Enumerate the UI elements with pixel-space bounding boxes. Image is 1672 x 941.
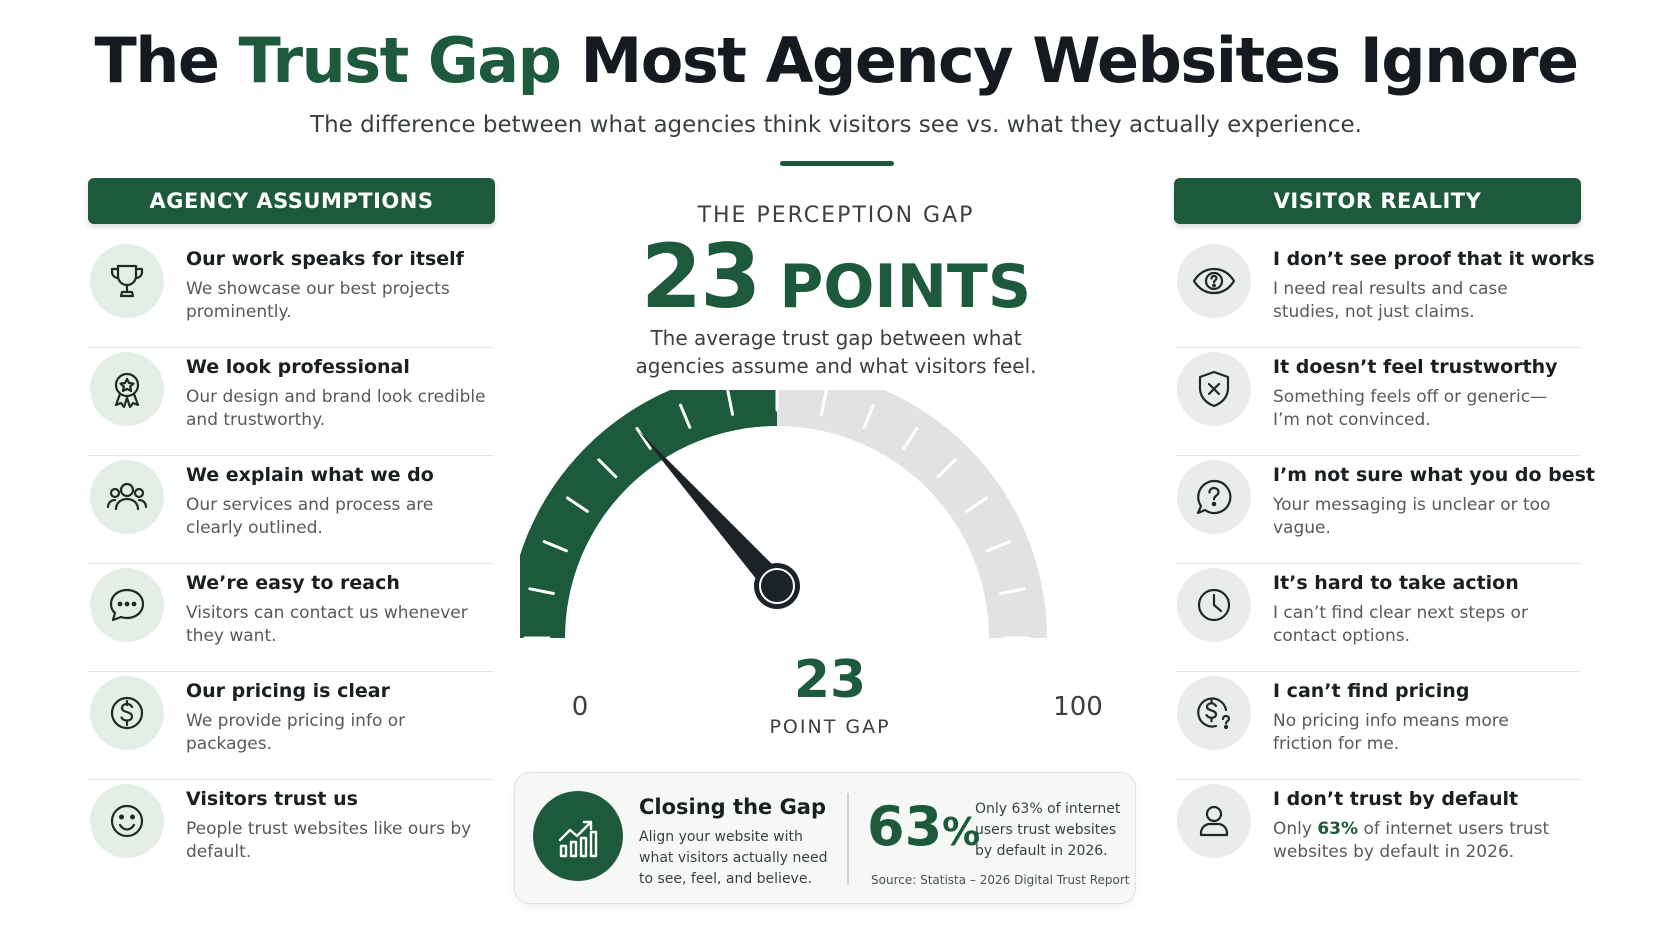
gauge-max-label: 100 — [1053, 692, 1103, 722]
item-desc: Our design and brand look credible and t… — [186, 387, 486, 430]
closing-text: Align your website with what visitors ac… — [639, 829, 828, 887]
title-accent: Trust Gap — [238, 24, 562, 97]
item-desc: Your messaging is unclear or too vague. — [1273, 495, 1551, 538]
item-desc: Visitors can contact us whenever they wa… — [186, 603, 468, 646]
gauge-min-label: 0 — [571, 692, 589, 722]
item-desc: Only 63% of internet users trust website… — [1273, 819, 1550, 862]
gauge-tick — [565, 496, 589, 513]
item-desc: We provide pricing info or packages. — [186, 711, 406, 754]
gauge-tick — [999, 587, 1026, 596]
dollar-icon — [90, 676, 164, 750]
item-title: We’re easy to reach — [186, 572, 400, 594]
user-icon — [1177, 784, 1251, 858]
visitor-reality-list: I don’t see proof that it works I need r… — [1175, 240, 1595, 888]
gauge-hub-inner — [759, 568, 795, 604]
gauge-fill — [520, 390, 777, 638]
item-desc: No pricing info means more friction for … — [1273, 711, 1509, 754]
title-divider — [780, 161, 894, 166]
list-item: We explain what we do Our services and p… — [88, 456, 493, 564]
smiley-icon — [90, 784, 164, 858]
agency-assumptions-header: AGENCY ASSUMPTIONS — [88, 178, 495, 224]
gauge-tick — [679, 403, 692, 429]
gauge-tick — [597, 458, 618, 479]
item-title: I don’t see proof that it works — [1273, 248, 1595, 270]
stat-source: Source: Statista – 2026 Digital Trust Re… — [871, 873, 1130, 887]
gauge-tick — [986, 540, 1012, 553]
item-title: Visitors trust us — [186, 788, 358, 810]
item-desc: People trust websites like ours by defau… — [186, 819, 472, 862]
list-item: I’m not sure what you do best Your messa… — [1175, 456, 1595, 564]
page-subtitle: The difference between what agencies thi… — [310, 112, 1362, 138]
gauge-value: 23 — [793, 650, 867, 710]
gauge-ticks — [523, 390, 1031, 640]
list-item: I don’t see proof that it works I need r… — [1175, 240, 1595, 348]
item-title: We explain what we do — [186, 464, 434, 486]
gauge-tick — [726, 390, 735, 416]
perception-gap-label: THE PERCEPTION GAP — [697, 203, 975, 228]
award-badge-icon — [90, 352, 164, 426]
list-item: I can’t find pricing No pricing info mea… — [1175, 672, 1580, 780]
agency-assumptions-list: Our work speaks for itself We showcase o… — [88, 240, 493, 888]
stat-value: 63% — [867, 795, 981, 858]
gauge-tick — [936, 458, 957, 479]
gauge-tick — [902, 426, 919, 450]
stat-text: Only 63% of internet users trust website… — [975, 801, 1121, 859]
gauge-tick — [528, 587, 555, 596]
gauge-tick — [965, 496, 989, 513]
gap-description: The average trust gap between what agenc… — [635, 326, 1037, 378]
item-desc: Something feels off or generic—I’m not c… — [1273, 387, 1548, 430]
list-item: Visitors trust us People trust websites … — [88, 780, 493, 888]
item-title: We look professional — [186, 356, 410, 378]
item-desc: I need real results and case studies, no… — [1273, 279, 1508, 322]
clock-icon — [1177, 568, 1251, 642]
list-item: I don’t trust by default Only 63% of int… — [1175, 780, 1580, 888]
trophy-icon — [90, 244, 164, 318]
item-title: It doesn’t feel trustworthy — [1273, 356, 1558, 378]
gauge-tick — [819, 390, 828, 416]
page-title: The Trust Gap Most Agency Websites Ignor… — [94, 24, 1579, 97]
item-desc: We showcase our best projects prominentl… — [186, 279, 450, 322]
growth-chart-icon — [533, 791, 623, 881]
visitor-reality-header: VISITOR REALITY — [1174, 178, 1581, 224]
item-desc: I can’t find clear next steps or contact… — [1273, 603, 1528, 646]
gap-unit: POINTS — [779, 252, 1032, 322]
closing-divider — [847, 793, 849, 885]
list-item: It’s hard to take action I can’t find cl… — [1175, 564, 1580, 672]
gauge-tick — [542, 540, 568, 553]
gauge-caption: POINT GAP — [769, 716, 891, 738]
closing-title: Closing the Gap — [639, 795, 827, 819]
item-title: I can’t find pricing — [1273, 680, 1470, 702]
dollar-question-icon — [1177, 676, 1251, 750]
gap-headline: 23 POINTS — [560, 225, 1112, 328]
list-item: We’re easy to reach Visitors can contact… — [88, 564, 493, 672]
list-item: Our work speaks for itself We showcase o… — [88, 240, 493, 348]
list-item: We look professional Our design and bran… — [88, 348, 493, 456]
gauge-tick — [635, 426, 652, 450]
item-title: Our pricing is clear — [186, 680, 390, 702]
stat-highlight: 63% — [1317, 819, 1359, 839]
eye-question-icon — [1177, 244, 1251, 318]
item-title: I’m not sure what you do best — [1273, 464, 1596, 486]
item-title: I don’t trust by default — [1273, 788, 1519, 810]
trust-gauge — [520, 390, 1047, 640]
gauge-needle — [638, 430, 786, 594]
gap-number: 23 — [640, 225, 761, 328]
closing-the-gap-card: Closing the Gap Align your website with … — [514, 772, 1136, 904]
chat-bubble-icon — [90, 568, 164, 642]
item-title: Our work speaks for itself — [186, 248, 464, 270]
list-item: It doesn’t feel trustworthy Something fe… — [1175, 348, 1580, 456]
gauge-tick — [862, 403, 875, 429]
item-title: It’s hard to take action — [1273, 572, 1519, 594]
list-item: Our pricing is clear We provide pricing … — [88, 672, 493, 780]
item-desc: Our services and process are clearly out… — [186, 495, 434, 538]
shield-x-icon — [1177, 352, 1251, 426]
users-group-icon — [90, 460, 164, 534]
question-bubble-icon — [1177, 460, 1251, 534]
